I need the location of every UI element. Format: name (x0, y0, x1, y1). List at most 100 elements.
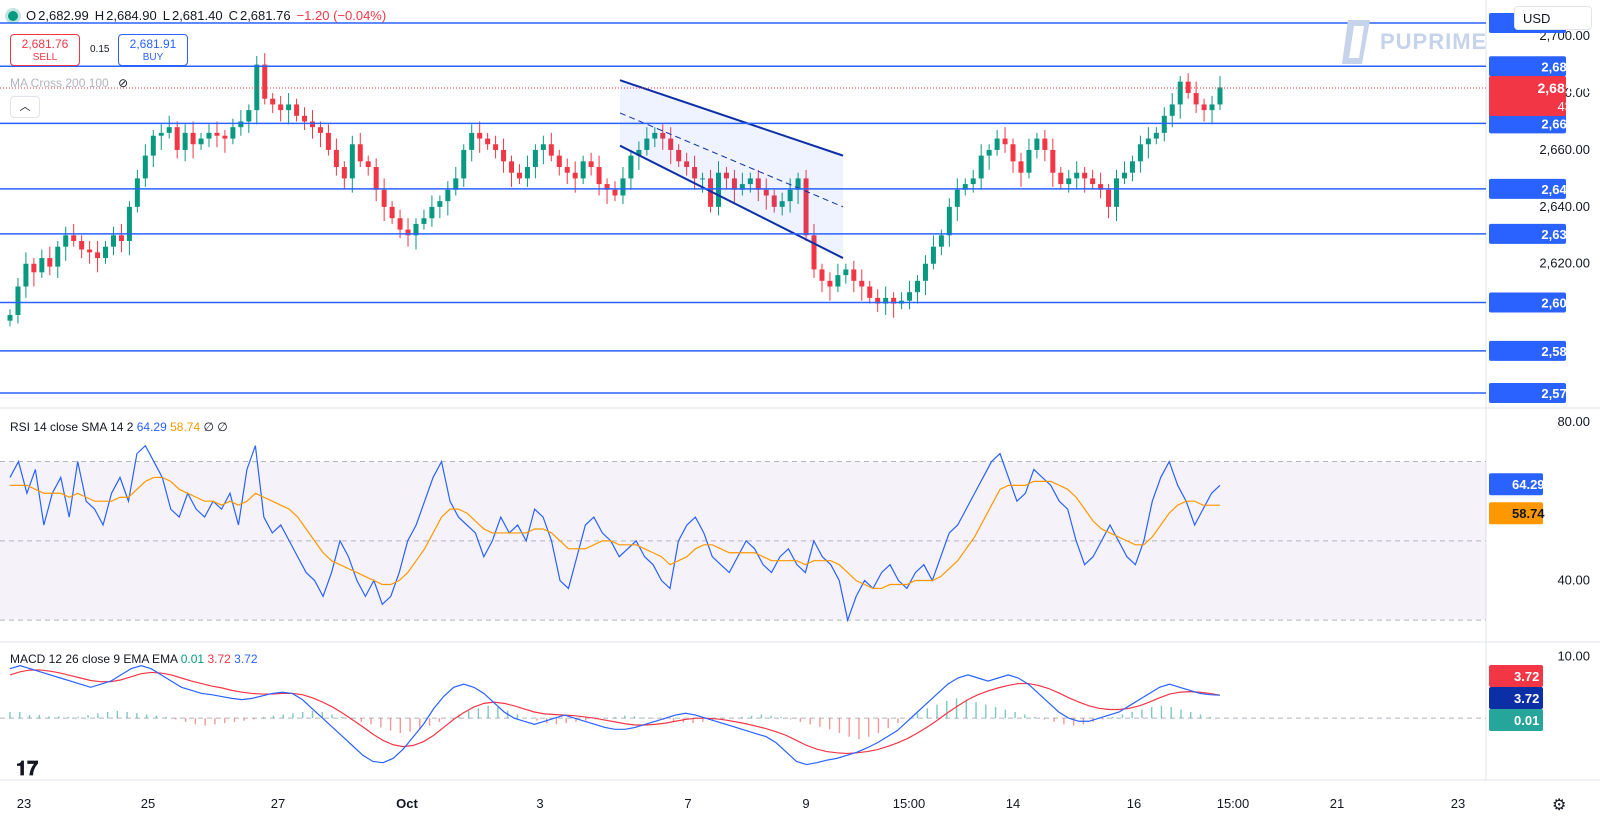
high-value: 2,684.90 (106, 8, 157, 23)
level-price-label: 2,646.32 (1541, 182, 1592, 197)
macd-value-label: 3.72 (1514, 691, 1539, 706)
candle-body (604, 184, 610, 190)
candle-body (501, 149, 507, 162)
candle-body (47, 258, 53, 267)
candle-body (524, 167, 530, 179)
candle-body (174, 127, 180, 150)
candle-body (485, 138, 491, 145)
candle-body (620, 178, 626, 196)
candle-body (1217, 87, 1223, 105)
level-price-tag (1489, 178, 1566, 199)
gear-icon[interactable]: ⚙ (1552, 797, 1567, 814)
candle-body (190, 132, 196, 145)
candle-body (373, 167, 379, 190)
candle-body (803, 178, 809, 236)
candle-body (1090, 178, 1096, 185)
candle-body (294, 104, 300, 116)
candle-body (827, 280, 833, 287)
candle-body (962, 184, 968, 190)
candle-body (453, 178, 459, 190)
candle-body (1002, 138, 1008, 145)
candle-body (596, 167, 602, 185)
candle-body (851, 269, 857, 281)
candle-body (628, 155, 634, 179)
macd-signal-value-label: 3.72 (1514, 669, 1539, 684)
collapse-indicators-button[interactable]: ︿ (10, 96, 40, 118)
current-price-tag (1489, 76, 1566, 117)
candle-body (644, 138, 650, 150)
level-price-label: 2,630.49 (1541, 227, 1592, 242)
candle-body (915, 280, 920, 293)
candle-body (1201, 104, 1207, 111)
candle-body (341, 167, 347, 179)
candle-body (580, 161, 586, 179)
candle-body (214, 132, 220, 136)
macd-pane (0, 665, 1486, 766)
low-value: 2,681.40 (171, 8, 223, 23)
sell-button[interactable]: 2,681.76 SELL (10, 34, 80, 66)
candle-body (731, 178, 737, 190)
candle-body (978, 155, 984, 179)
candle-body (95, 252, 101, 259)
candle-body (1042, 138, 1048, 150)
channel-upper-line (619, 79, 844, 157)
macd-tick-label: 10.00 (1557, 648, 1590, 663)
ma-indicator-label[interactable]: MA Cross 200 100 ⊘ (10, 76, 129, 90)
candle-body (946, 206, 952, 236)
candle-body (1050, 149, 1056, 173)
candle-body (564, 167, 570, 173)
rsi-pane (0, 444, 1486, 623)
candle-body (1018, 161, 1024, 173)
candle-body (556, 155, 562, 168)
candle-body (1074, 172, 1080, 179)
macd-signal-value-tag (1489, 665, 1543, 687)
candle-body (381, 189, 387, 207)
candle-body (413, 223, 419, 236)
level-price-label: 2,689.40 (1541, 59, 1592, 74)
macd-line (9, 665, 1221, 766)
macd-value-tag (1489, 687, 1543, 709)
candle-body (493, 144, 499, 150)
price-tick-label: 2,620.00 (1539, 256, 1590, 271)
candle-body (270, 98, 276, 105)
macd-legend: MACD 12 26 close 9 EMA EMA 0.01 3.72 3.7… (10, 652, 258, 666)
tradingview-logo[interactable]: 𝟏𝟕 (16, 758, 39, 780)
candle-body (540, 144, 546, 150)
candle-body (317, 127, 323, 133)
candle-body (445, 189, 451, 202)
time-tick-label: 25 (141, 796, 155, 811)
rsi-value-tag (1489, 473, 1543, 496)
price-tick-label: 2,640.00 (1539, 199, 1590, 214)
candle-body (1177, 81, 1183, 105)
candle-body (1082, 172, 1088, 179)
time-tick-label: Oct (396, 796, 418, 811)
level-price-tag (1489, 340, 1566, 361)
time-tick-label: 15:00 (1217, 796, 1250, 811)
candle-body (325, 132, 331, 150)
time-tick-label: 3 (536, 796, 543, 811)
candle-body (246, 110, 252, 122)
candle-body (747, 178, 753, 185)
market-status-icon (8, 10, 18, 21)
currency-selector[interactable]: USD (1514, 6, 1592, 30)
candle-body (39, 258, 45, 273)
candle-body (819, 269, 825, 281)
candle-body (548, 144, 554, 156)
candle-body (755, 178, 761, 190)
candle-body (103, 246, 109, 259)
rsi-tick-label: 80.00 (1557, 414, 1590, 429)
candle-body (843, 269, 849, 276)
candle-body (795, 178, 801, 190)
buy-button[interactable]: 2,681.91 BUY (118, 34, 188, 66)
candle-body (509, 161, 515, 173)
candle-body (835, 275, 841, 287)
candle-body (238, 121, 244, 128)
candle-body (1185, 81, 1191, 94)
hidden-eye-icon[interactable]: ⊘ (118, 76, 129, 90)
candle-body (1066, 178, 1072, 185)
candle-body (142, 155, 148, 179)
rsi-sma-line (10, 476, 1220, 590)
candle-body (1058, 172, 1064, 185)
candle-body (79, 240, 85, 250)
